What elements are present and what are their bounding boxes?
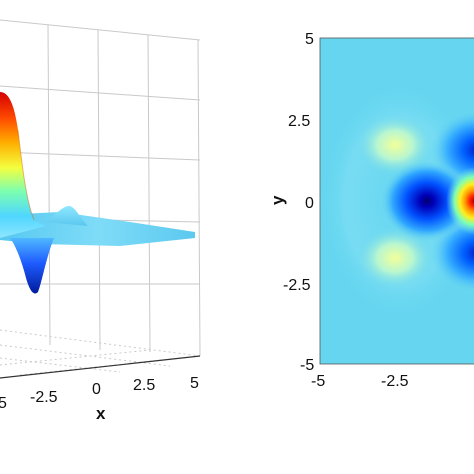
surface-x-ticks: 5 -2.5 0 2.5 5 <box>0 375 199 412</box>
surface-x-label: x <box>96 404 106 423</box>
tick-y-minus-5: -5 <box>300 357 314 374</box>
weak-lobe-upper <box>355 113 435 177</box>
tick-y-2-5: 2.5 <box>288 113 310 130</box>
tick-x-5: 5 <box>190 375 199 392</box>
heatmap-field <box>320 38 474 364</box>
surface-grid <box>0 19 201 376</box>
tick-y-minus-2-5: -2.5 <box>283 277 311 294</box>
tick-x-0: 0 <box>92 381 101 398</box>
tick-hx-minus-5: -5 <box>311 373 325 390</box>
heatmap-plot: 5 2.5 0 -2.5 -5 -5 -2.5 y <box>268 31 474 390</box>
global-minimum <box>381 161 473 241</box>
tick-y-5: 5 <box>305 31 314 48</box>
surface-peak-edge <box>17 129 35 221</box>
global-maximum <box>446 167 474 235</box>
tick-y-0: 0 <box>305 195 314 212</box>
heatmap-y-ticks: 5 2.5 0 -2.5 -5 <box>283 31 314 374</box>
heatmap-x-ticks: -5 -2.5 <box>311 373 409 390</box>
heatmap-frame <box>319 37 474 365</box>
surface-bump <box>46 205 88 226</box>
tick-x-2-5: 2.5 <box>133 377 155 394</box>
tick-left-fragment: 5 <box>0 395 7 412</box>
weak-lobe-lower <box>355 226 435 290</box>
surface-peak <box>0 92 46 238</box>
surface-x-axis-line <box>0 355 201 379</box>
surface-valley <box>10 238 54 294</box>
tick-hx-minus-2-5: -2.5 <box>381 373 409 390</box>
heatmap-y-label: y <box>268 195 287 205</box>
surface-plot: 5 -2.5 0 2.5 5 x <box>0 19 201 423</box>
tick-x-minus-2-5: -2.5 <box>30 389 58 406</box>
